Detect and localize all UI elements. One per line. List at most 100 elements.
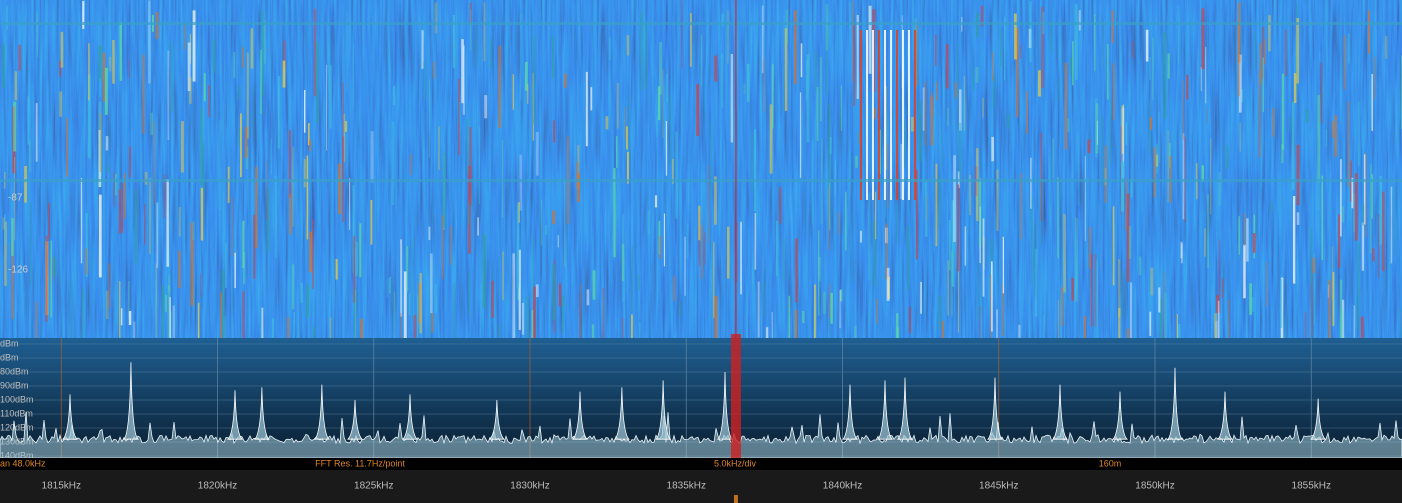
streak xyxy=(1371,73,1373,131)
streak xyxy=(187,42,191,91)
streak xyxy=(388,277,391,294)
streak xyxy=(1121,269,1124,317)
streak xyxy=(1019,173,1023,240)
streak xyxy=(403,271,407,340)
streak xyxy=(622,214,625,302)
streak xyxy=(335,259,338,280)
streak xyxy=(1042,314,1045,353)
streak xyxy=(1216,295,1219,314)
streak xyxy=(645,23,648,88)
streak xyxy=(958,122,962,180)
streak xyxy=(552,264,555,320)
streak xyxy=(1128,226,1131,259)
streak xyxy=(29,202,32,286)
streak xyxy=(941,128,943,171)
streak xyxy=(947,260,949,316)
streak xyxy=(1056,78,1060,102)
streak xyxy=(1167,130,1169,203)
streak xyxy=(266,159,268,221)
streak xyxy=(730,54,733,143)
streak xyxy=(782,238,785,281)
streak xyxy=(837,212,840,234)
streak xyxy=(108,56,112,72)
streak xyxy=(408,293,411,316)
streak xyxy=(88,74,91,159)
streak xyxy=(938,295,941,330)
streak xyxy=(671,158,674,184)
streak xyxy=(896,205,898,242)
streak xyxy=(1063,214,1066,293)
streak xyxy=(532,72,534,141)
streak xyxy=(1281,73,1285,150)
streak xyxy=(591,324,595,339)
streak xyxy=(558,283,561,307)
streak xyxy=(902,30,904,200)
streak xyxy=(1284,29,1287,76)
streak xyxy=(1390,186,1393,264)
streak xyxy=(884,30,886,200)
streak xyxy=(349,178,351,230)
streak xyxy=(1004,17,1006,81)
streak xyxy=(438,126,440,170)
streak xyxy=(1313,252,1316,326)
streak xyxy=(648,210,650,234)
streak xyxy=(1130,282,1133,345)
peak xyxy=(122,362,139,440)
streak xyxy=(829,182,831,230)
streak xyxy=(282,60,286,88)
streak xyxy=(112,40,115,84)
streak xyxy=(423,61,426,99)
streak xyxy=(535,284,539,298)
streak xyxy=(794,10,797,85)
streak xyxy=(393,86,396,105)
streak xyxy=(900,143,903,200)
streak xyxy=(621,244,625,281)
streak xyxy=(434,284,437,313)
spectrum-trace xyxy=(0,362,1402,459)
streak xyxy=(428,79,430,159)
streak xyxy=(1150,267,1154,296)
streak xyxy=(907,226,910,291)
streak xyxy=(1163,271,1165,343)
streak xyxy=(355,241,359,276)
streak xyxy=(223,316,227,357)
streak xyxy=(168,275,170,292)
streak xyxy=(1118,259,1121,317)
streak xyxy=(27,96,29,145)
streak xyxy=(342,82,344,163)
streak xyxy=(872,30,874,200)
streak xyxy=(762,282,766,316)
streak xyxy=(309,231,313,273)
streak xyxy=(1296,212,1300,225)
streak xyxy=(1149,117,1152,130)
streak xyxy=(1164,292,1167,360)
streak xyxy=(775,220,778,277)
streak xyxy=(178,207,181,237)
streak xyxy=(896,30,898,200)
streak xyxy=(1149,57,1151,80)
dbm-label: 100dBm xyxy=(0,394,34,404)
streak xyxy=(1331,246,1333,300)
streak xyxy=(920,281,922,314)
frequency-axis xyxy=(0,470,1402,503)
streak xyxy=(1094,97,1098,158)
streak xyxy=(875,191,877,240)
streak xyxy=(996,169,999,231)
streak xyxy=(245,127,248,158)
streak xyxy=(483,2,486,62)
streak xyxy=(1121,105,1124,154)
streak xyxy=(818,230,820,316)
streak xyxy=(429,261,432,345)
streak xyxy=(167,284,171,348)
streak xyxy=(1206,108,1208,124)
streak xyxy=(1186,74,1189,100)
streak xyxy=(346,10,348,92)
peak xyxy=(613,387,630,440)
streak xyxy=(406,245,409,292)
streak xyxy=(35,103,38,162)
streak xyxy=(578,293,580,363)
streak xyxy=(1121,107,1125,178)
streak xyxy=(1316,178,1320,211)
streak xyxy=(1084,156,1086,241)
